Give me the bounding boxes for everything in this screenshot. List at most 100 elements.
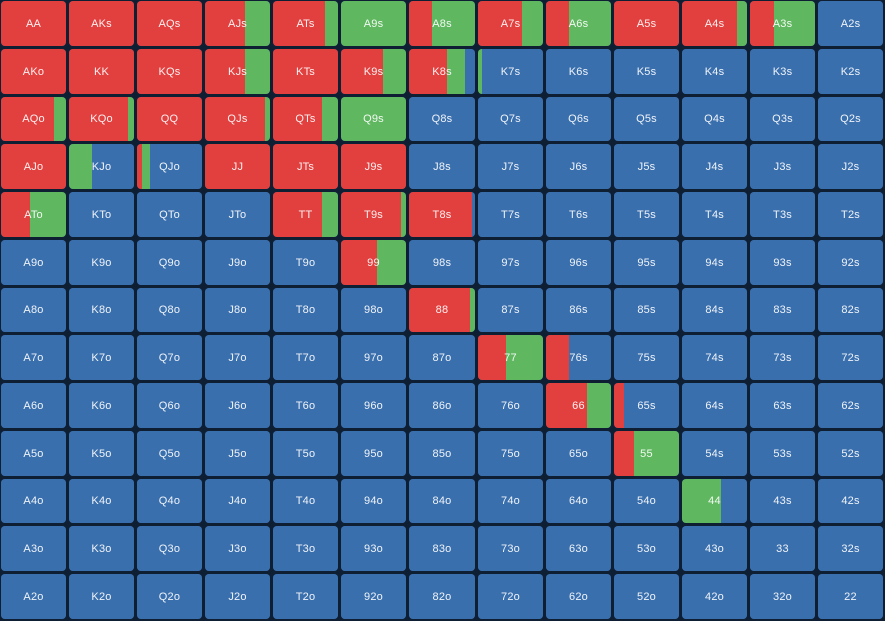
hand-cell-AJo[interactable]: AJo <box>1 144 66 189</box>
hand-cell-83o[interactable]: 83o <box>409 526 475 571</box>
hand-cell-J3s[interactable]: J3s <box>750 144 815 189</box>
hand-cell-A3s[interactable]: A3s <box>750 1 815 46</box>
hand-cell-TT[interactable]: TT <box>273 192 338 237</box>
hand-cell-83s[interactable]: 83s <box>750 288 815 332</box>
hand-cell-T4o[interactable]: T4o <box>273 479 338 523</box>
hand-cell-95o[interactable]: 95o <box>341 431 406 476</box>
hand-cell-94s[interactable]: 94s <box>682 240 747 285</box>
hand-cell-55[interactable]: 55 <box>614 431 679 476</box>
hand-cell-J2o[interactable]: J2o <box>205 574 270 619</box>
hand-cell-43o[interactable]: 43o <box>682 526 747 571</box>
hand-cell-K5o[interactable]: K5o <box>69 431 134 476</box>
hand-cell-K2s[interactable]: K2s <box>818 49 883 94</box>
hand-cell-A8o[interactable]: A8o <box>1 288 66 332</box>
hand-cell-A4s[interactable]: A4s <box>682 1 747 46</box>
hand-cell-75s[interactable]: 75s <box>614 335 679 380</box>
hand-cell-K9o[interactable]: K9o <box>69 240 134 285</box>
hand-cell-77[interactable]: 77 <box>478 335 543 380</box>
hand-cell-AQo[interactable]: AQo <box>1 97 66 141</box>
hand-cell-Q3o[interactable]: Q3o <box>137 526 202 571</box>
hand-cell-AA[interactable]: AA <box>1 1 66 46</box>
hand-cell-T9o[interactable]: T9o <box>273 240 338 285</box>
hand-cell-85o[interactable]: 85o <box>409 431 475 476</box>
hand-cell-42o[interactable]: 42o <box>682 574 747 619</box>
hand-cell-32o[interactable]: 32o <box>750 574 815 619</box>
hand-cell-KTs[interactable]: KTs <box>273 49 338 94</box>
hand-cell-84o[interactable]: 84o <box>409 479 475 523</box>
hand-cell-J9s[interactable]: J9s <box>341 144 406 189</box>
hand-cell-JTo[interactable]: JTo <box>205 192 270 237</box>
hand-cell-T4s[interactable]: T4s <box>682 192 747 237</box>
hand-cell-Q6s[interactable]: Q6s <box>546 97 611 141</box>
hand-cell-T6o[interactable]: T6o <box>273 383 338 428</box>
hand-cell-JJ[interactable]: JJ <box>205 144 270 189</box>
hand-cell-63o[interactable]: 63o <box>546 526 611 571</box>
hand-cell-Q5o[interactable]: Q5o <box>137 431 202 476</box>
hand-cell-22[interactable]: 22 <box>818 574 883 619</box>
hand-cell-J4o[interactable]: J4o <box>205 479 270 523</box>
hand-cell-86o[interactable]: 86o <box>409 383 475 428</box>
hand-cell-T9s[interactable]: T9s <box>341 192 406 237</box>
hand-cell-JTs[interactable]: JTs <box>273 144 338 189</box>
hand-cell-T5s[interactable]: T5s <box>614 192 679 237</box>
hand-cell-AKo[interactable]: AKo <box>1 49 66 94</box>
hand-cell-53o[interactable]: 53o <box>614 526 679 571</box>
hand-cell-KJs[interactable]: KJs <box>205 49 270 94</box>
hand-cell-K2o[interactable]: K2o <box>69 574 134 619</box>
hand-cell-Q9s[interactable]: Q9s <box>341 97 406 141</box>
hand-cell-K7s[interactable]: K7s <box>478 49 543 94</box>
hand-cell-76o[interactable]: 76o <box>478 383 543 428</box>
hand-cell-62o[interactable]: 62o <box>546 574 611 619</box>
hand-cell-ATs[interactable]: ATs <box>273 1 338 46</box>
hand-cell-K6s[interactable]: K6s <box>546 49 611 94</box>
hand-cell-44[interactable]: 44 <box>682 479 747 523</box>
hand-cell-J7o[interactable]: J7o <box>205 335 270 380</box>
hand-cell-84s[interactable]: 84s <box>682 288 747 332</box>
hand-cell-KJo[interactable]: KJo <box>69 144 134 189</box>
hand-cell-K4o[interactable]: K4o <box>69 479 134 523</box>
hand-cell-65s[interactable]: 65s <box>614 383 679 428</box>
hand-cell-J5o[interactable]: J5o <box>205 431 270 476</box>
hand-cell-93s[interactable]: 93s <box>750 240 815 285</box>
hand-cell-Q3s[interactable]: Q3s <box>750 97 815 141</box>
hand-cell-QTo[interactable]: QTo <box>137 192 202 237</box>
hand-cell-97s[interactable]: 97s <box>478 240 543 285</box>
hand-cell-33[interactable]: 33 <box>750 526 815 571</box>
hand-cell-42s[interactable]: 42s <box>818 479 883 523</box>
hand-cell-54o[interactable]: 54o <box>614 479 679 523</box>
hand-cell-ATo[interactable]: ATo <box>1 192 66 237</box>
hand-cell-QJs[interactable]: QJs <box>205 97 270 141</box>
hand-cell-KQo[interactable]: KQo <box>69 97 134 141</box>
hand-cell-KTo[interactable]: KTo <box>69 192 134 237</box>
hand-cell-K4s[interactable]: K4s <box>682 49 747 94</box>
hand-cell-94o[interactable]: 94o <box>341 479 406 523</box>
hand-cell-J2s[interactable]: J2s <box>818 144 883 189</box>
hand-cell-75o[interactable]: 75o <box>478 431 543 476</box>
hand-cell-J3o[interactable]: J3o <box>205 526 270 571</box>
hand-cell-QJo[interactable]: QJo <box>137 144 202 189</box>
hand-cell-J7s[interactable]: J7s <box>478 144 543 189</box>
hand-cell-82o[interactable]: 82o <box>409 574 475 619</box>
hand-cell-J6s[interactable]: J6s <box>546 144 611 189</box>
hand-cell-76s[interactable]: 76s <box>546 335 611 380</box>
hand-cell-J8s[interactable]: J8s <box>409 144 475 189</box>
hand-cell-82s[interactable]: 82s <box>818 288 883 332</box>
hand-cell-97o[interactable]: 97o <box>341 335 406 380</box>
hand-cell-73s[interactable]: 73s <box>750 335 815 380</box>
hand-cell-96s[interactable]: 96s <box>546 240 611 285</box>
hand-cell-53s[interactable]: 53s <box>750 431 815 476</box>
hand-cell-T6s[interactable]: T6s <box>546 192 611 237</box>
hand-cell-74o[interactable]: 74o <box>478 479 543 523</box>
hand-cell-62s[interactable]: 62s <box>818 383 883 428</box>
hand-cell-95s[interactable]: 95s <box>614 240 679 285</box>
hand-cell-92o[interactable]: 92o <box>341 574 406 619</box>
hand-cell-A3o[interactable]: A3o <box>1 526 66 571</box>
hand-cell-43s[interactable]: 43s <box>750 479 815 523</box>
hand-cell-64o[interactable]: 64o <box>546 479 611 523</box>
hand-cell-QQ[interactable]: QQ <box>137 97 202 141</box>
hand-cell-65o[interactable]: 65o <box>546 431 611 476</box>
hand-cell-63s[interactable]: 63s <box>750 383 815 428</box>
hand-cell-J8o[interactable]: J8o <box>205 288 270 332</box>
hand-cell-A9s[interactable]: A9s <box>341 1 406 46</box>
hand-cell-T5o[interactable]: T5o <box>273 431 338 476</box>
